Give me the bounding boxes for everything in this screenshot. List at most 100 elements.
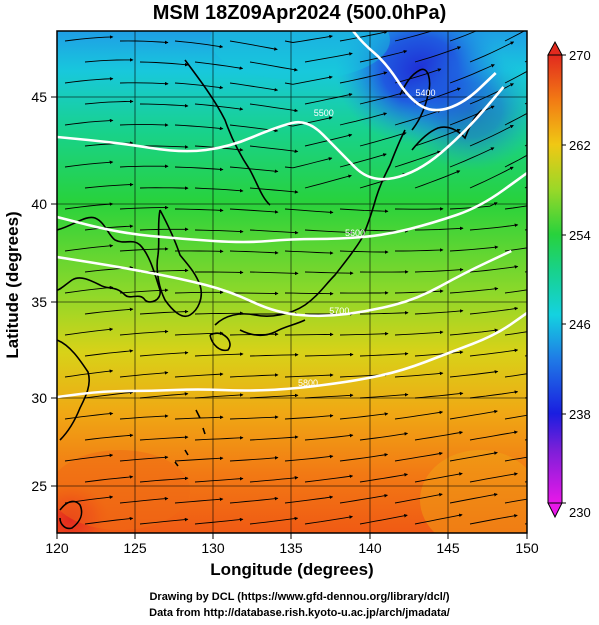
- contour-label: 5400: [416, 88, 436, 98]
- lat-lon-grid: [57, 31, 527, 533]
- colorbar-tick-label: 238: [569, 407, 591, 422]
- contour-line: [351, 31, 497, 112]
- wind-streamline: [284, 495, 334, 504]
- y-axis-label: Latitude (degrees): [3, 211, 22, 358]
- wind-streamline: [394, 68, 442, 84]
- wind-streamline: [414, 226, 464, 231]
- wind-streamline: [359, 90, 407, 105]
- wind-streamline: [229, 208, 279, 214]
- wind-streamline: [229, 82, 279, 92]
- wind-streamline: [449, 31, 478, 42]
- wind-streamline: [249, 187, 299, 194]
- wind-streamline: [139, 186, 189, 190]
- wind-streamline: [339, 331, 389, 336]
- wind-streamline: [119, 81, 169, 86]
- wind-streamline: [414, 350, 464, 357]
- wind-streamline: [84, 475, 134, 483]
- wind-streamline: [469, 41, 515, 63]
- wind-streamline: [84, 182, 134, 189]
- wind-streamline: [414, 513, 463, 525]
- wind-streamline: [174, 290, 224, 295]
- wind-streamline: [174, 40, 224, 49]
- wind-streamline: [524, 523, 527, 525]
- wind-streamline: [449, 492, 498, 504]
- wind-streamline: [139, 517, 189, 525]
- wind-streamline: [504, 154, 527, 168]
- wind-streamline: [449, 451, 498, 462]
- wind-streamline: [394, 492, 443, 504]
- wind-streamline: [84, 349, 134, 357]
- wind-streamline: [174, 166, 224, 172]
- y-axis: 25 30 35 40 45 Latitude (degrees): [3, 89, 57, 494]
- y-tick-label: 40: [31, 196, 47, 212]
- wind-streamline: [64, 160, 114, 168]
- wind-streamline: [414, 128, 461, 147]
- wind-streamline: [249, 271, 299, 276]
- wind-streamline: [84, 433, 134, 441]
- wind-streamline: [504, 247, 527, 252]
- wind-streamline: [84, 307, 134, 315]
- contour-line: [57, 86, 505, 181]
- y-tick-label: 30: [31, 390, 47, 406]
- y-tick-label: 35: [31, 294, 47, 310]
- wind-streamline: [449, 286, 499, 294]
- wind-streamline: [304, 229, 354, 235]
- wind-streamline: [304, 474, 354, 483]
- wind-streamline: [64, 35, 114, 42]
- wind-streamline: [284, 208, 334, 215]
- y-tick-label: 25: [31, 478, 47, 494]
- wind-streamline: [359, 392, 409, 399]
- wind-streamline: [394, 330, 444, 336]
- wind-streamline: [84, 224, 134, 231]
- wind-streamline: [64, 77, 114, 84]
- wind-streamline: [469, 472, 518, 483]
- wind-streamline: [304, 433, 354, 441]
- wind-streamline: [339, 250, 389, 254]
- wind-streamline: [304, 352, 354, 357]
- wind-streamline: [194, 103, 244, 111]
- wind-streamline: [339, 412, 389, 420]
- wind-streamline: [229, 456, 279, 462]
- wind-streamline: [119, 455, 169, 462]
- wind-streamline: [194, 61, 244, 70]
- wind-streamline: [119, 164, 169, 169]
- wind-streamline: [249, 229, 299, 235]
- plot-frame: [56, 30, 528, 534]
- wind-streamline: [119, 40, 169, 45]
- wind-streamline: [194, 436, 244, 441]
- wind-streamline: [64, 327, 114, 336]
- wind-streamline: [449, 245, 499, 252]
- wind-streamline: [359, 131, 407, 147]
- wind-streamline: [229, 415, 279, 420]
- wind-streamline: [449, 328, 499, 336]
- wind-streamline: [229, 373, 279, 378]
- wind-streamline: [504, 331, 527, 336]
- wind-streamline: [249, 103, 299, 113]
- wind-streamline: [339, 31, 388, 42]
- contour-label: 5700: [329, 306, 349, 316]
- wind-streamline: [469, 223, 519, 231]
- x-tick-label: 150: [515, 540, 539, 556]
- wind-streamline: [230, 539, 278, 545]
- wind-streamline: [119, 371, 169, 378]
- wind-streamline: [339, 453, 389, 462]
- wind-streamline: [194, 352, 244, 357]
- drawing-credit: Drawing by DCL (https://www.gfd-dennou.o…: [149, 591, 450, 603]
- wind-streamline: [394, 150, 441, 168]
- wind-streamline: [449, 105, 495, 126]
- wind-streamline: [139, 103, 189, 108]
- wind-streamline: [284, 34, 333, 43]
- wind-streamline: [414, 309, 464, 315]
- wind-streamline: [469, 124, 514, 147]
- wind-streamline: [449, 147, 495, 168]
- wind-streamline: [174, 82, 224, 90]
- wind-streamline: [119, 205, 169, 210]
- contour-label: 5800: [298, 378, 318, 388]
- wind-streamline: [504, 289, 527, 294]
- wind-streamline: [394, 289, 444, 294]
- x-axis: 120 125 130 135 140 145 150 Longitude (d…: [45, 533, 539, 579]
- colorbar-tick-label: 262: [569, 138, 591, 153]
- colorbar-tick-label: 246: [569, 317, 591, 332]
- wind-streamline: [359, 311, 409, 315]
- wind-streamline: [284, 332, 334, 337]
